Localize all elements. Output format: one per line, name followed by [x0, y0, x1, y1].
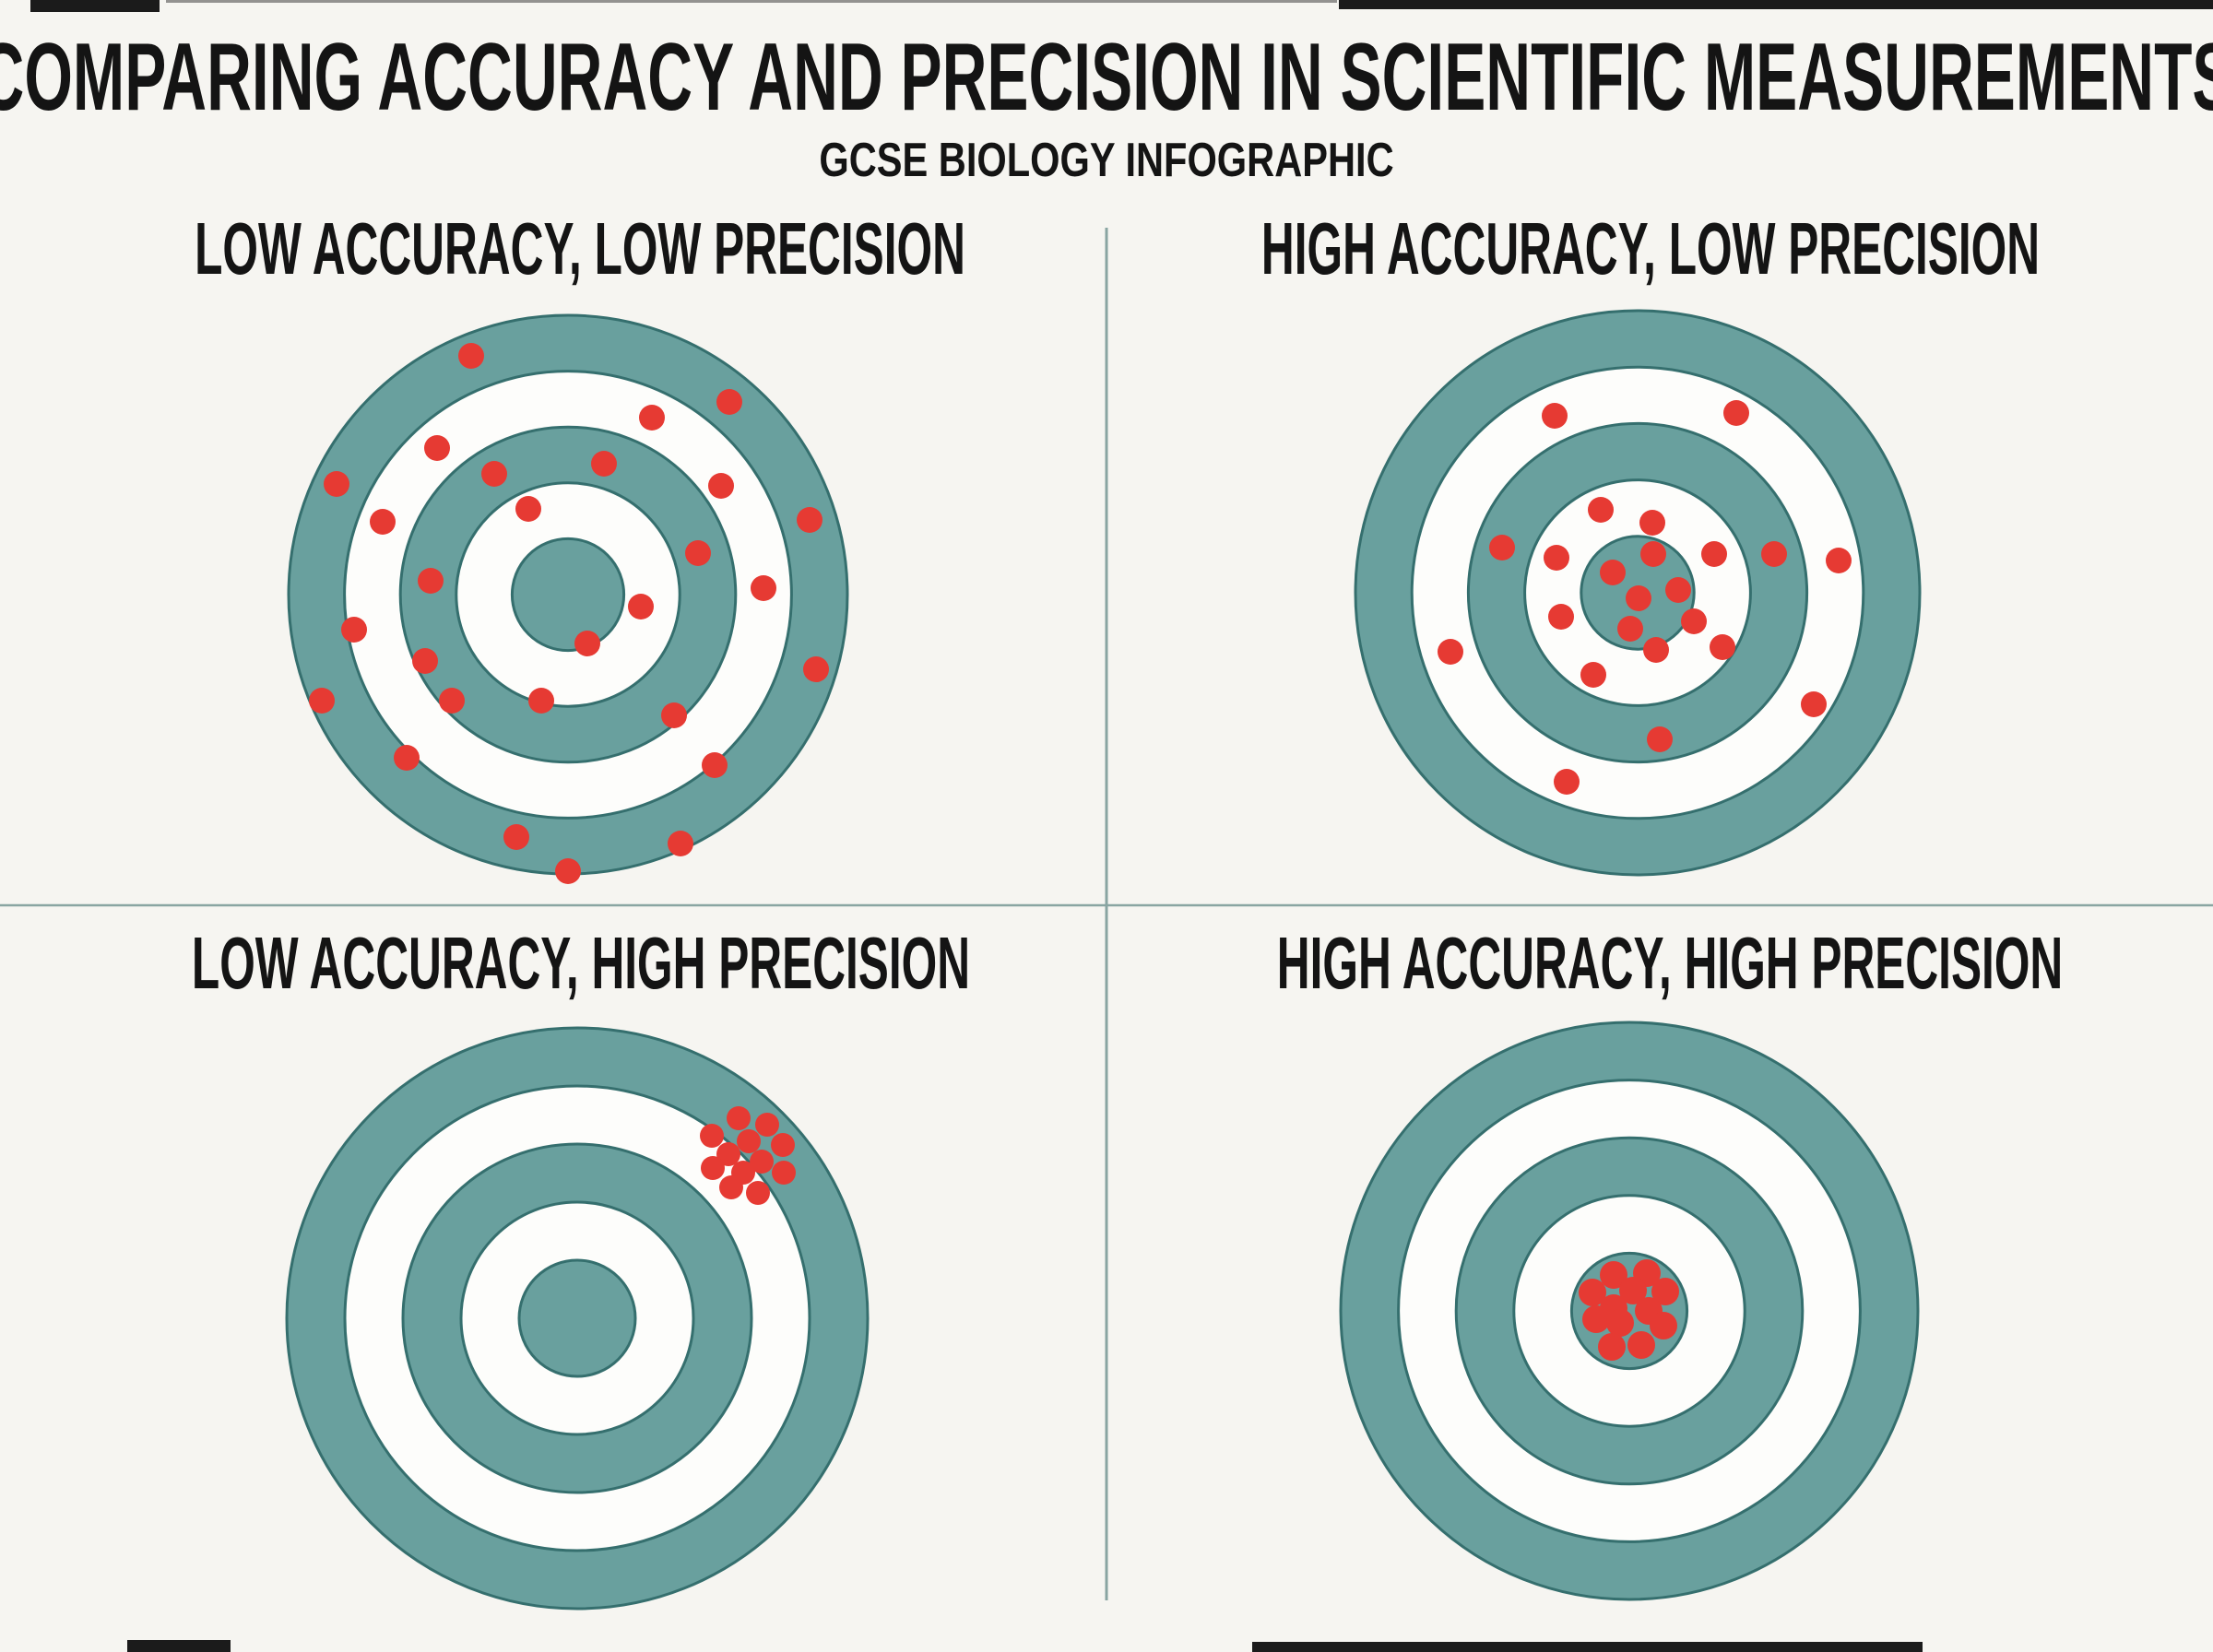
measurement-dot: [1643, 637, 1669, 663]
scan-artifact-mark: [1339, 0, 2213, 9]
measurement-dot: [481, 461, 507, 487]
measurement-dot: [727, 1106, 751, 1130]
measurement-dot: [1579, 1279, 1606, 1306]
measurement-dot: [708, 473, 734, 499]
low-accuracy-high-precision-target: [285, 1026, 870, 1611]
measurement-dot: [719, 1175, 743, 1199]
measurement-dot: [1544, 545, 1569, 571]
measurement-dot: [1600, 1261, 1627, 1289]
measurement-dot: [1626, 585, 1651, 611]
measurement-dot: [1681, 608, 1707, 634]
measurement-dot: [628, 594, 654, 620]
measurement-dot: [1627, 1331, 1655, 1359]
label-low-accuracy-high-precision: LOW ACCURACY, HIGH PRECISION: [191, 922, 971, 1004]
label-high-accuracy-low-precision: HIGH ACCURACY, LOW PRECISION: [1260, 207, 2041, 289]
scan-artifact-mark: [30, 0, 160, 12]
measurement-dot: [370, 509, 396, 535]
measurement-dot: [1647, 726, 1673, 752]
measurement-dot: [324, 471, 349, 497]
measurement-dot: [1617, 616, 1643, 642]
measurement-dot: [341, 617, 367, 643]
measurement-dot: [1650, 1312, 1677, 1339]
measurement-dot: [1606, 1309, 1634, 1337]
measurement-dot: [1438, 639, 1463, 665]
measurement-dot: [394, 745, 420, 771]
high-accuracy-low-precision-target: [1354, 309, 1922, 877]
measurement-dot: [1580, 662, 1606, 688]
measurement-dot: [700, 1124, 724, 1148]
measurement-dot: [528, 688, 554, 714]
measurement-dot: [772, 1161, 796, 1185]
high-accuracy-high-precision-target: [1339, 1021, 1920, 1601]
measurement-dot: [1554, 769, 1580, 795]
measurement-dot: [1710, 634, 1735, 660]
measurement-dot: [755, 1113, 779, 1137]
measurement-dot: [1826, 548, 1852, 573]
measurement-dot: [1619, 1277, 1647, 1304]
measurement-dot: [1582, 1305, 1610, 1333]
measurement-dot: [503, 824, 529, 850]
page-subtitle: GCSE BIOLOGY INFOGRAPHIC: [819, 134, 1394, 187]
measurement-dot: [1723, 400, 1749, 426]
low-accuracy-low-precision-target: [287, 313, 849, 884]
scan-artifact-mark: [1252, 1642, 1923, 1652]
measurement-dot: [716, 389, 742, 415]
measurement-dot: [574, 631, 600, 656]
measurement-dot: [1542, 403, 1568, 429]
measurement-dot: [702, 752, 728, 778]
measurement-dot: [1651, 1278, 1679, 1305]
measurement-dot: [661, 702, 687, 728]
measurement-dot: [685, 540, 711, 566]
measurement-dot: [668, 831, 693, 856]
label-low-accuracy-low-precision: LOW ACCURACY, LOW PRECISION: [195, 207, 965, 289]
measurement-dot: [1598, 1333, 1626, 1361]
measurement-dot: [458, 343, 484, 369]
low-accuracy-high-precision-ring-4: [517, 1258, 637, 1378]
scan-artifact-mark: [127, 1640, 231, 1652]
measurement-dot: [1489, 535, 1515, 560]
measurement-dot: [1588, 497, 1614, 523]
measurement-dot: [771, 1133, 795, 1157]
measurement-dot: [555, 858, 581, 884]
measurement-dot: [591, 451, 617, 477]
scan-artifact-mark: [166, 0, 1337, 3]
measurement-dot: [1701, 541, 1727, 567]
measurement-dot: [1600, 560, 1626, 585]
measurement-dot: [737, 1129, 761, 1153]
measurement-dot: [750, 1150, 774, 1174]
measurement-dot: [639, 405, 665, 431]
measurement-dot: [803, 656, 829, 682]
measurement-dot: [751, 575, 776, 601]
measurement-dot: [309, 688, 335, 714]
measurement-dot: [746, 1181, 770, 1205]
measurement-dot: [1640, 541, 1666, 567]
measurement-dot: [412, 648, 438, 674]
measurement-dot: [716, 1142, 740, 1166]
measurement-dot: [418, 568, 444, 594]
measurement-dot: [515, 496, 541, 522]
label-high-accuracy-high-precision: HIGH ACCURACY, HIGH PRECISION: [1276, 922, 2064, 1004]
measurement-dot: [439, 688, 465, 714]
measurement-dot: [1548, 604, 1574, 630]
page-title: COMPARING ACCURACY AND PRECISION IN SCIE…: [0, 24, 2213, 131]
measurement-dot: [424, 435, 450, 461]
measurement-dot: [1761, 541, 1787, 567]
measurement-dot: [1665, 577, 1691, 603]
measurement-dot: [1801, 691, 1827, 717]
measurement-dot: [701, 1156, 725, 1180]
measurement-dot: [1639, 510, 1665, 536]
measurement-dot: [797, 507, 822, 533]
low-accuracy-low-precision-ring-4: [510, 537, 626, 653]
